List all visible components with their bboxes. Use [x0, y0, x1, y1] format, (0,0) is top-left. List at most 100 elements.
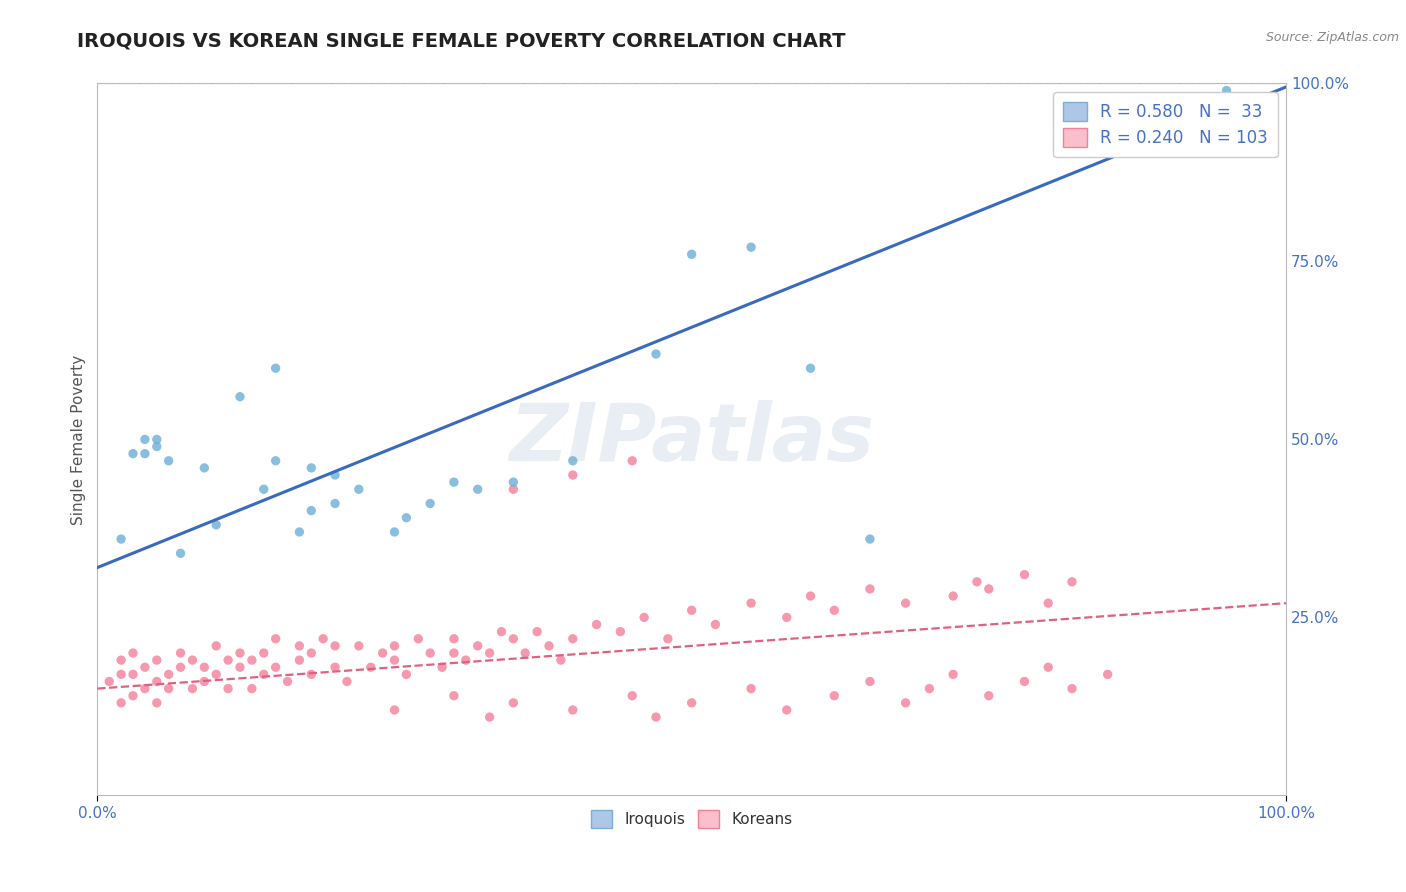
Point: [98, 674, 121, 689]
Point: [299, 503, 322, 517]
Point: [122, 689, 145, 703]
Point: [859, 532, 882, 546]
Point: [253, 482, 276, 496]
Point: [681, 696, 703, 710]
Point: [681, 247, 703, 261]
Point: [229, 660, 252, 674]
Point: [146, 433, 169, 447]
Point: [419, 496, 441, 510]
Point: [633, 610, 655, 624]
Point: [502, 696, 524, 710]
Point: [157, 454, 180, 468]
Point: [550, 653, 572, 667]
Point: [134, 660, 156, 674]
Point: [1060, 681, 1083, 696]
Point: [323, 468, 346, 483]
Point: [157, 667, 180, 681]
Point: [217, 653, 239, 667]
Point: [561, 632, 583, 646]
Y-axis label: Single Female Poverty: Single Female Poverty: [72, 354, 86, 524]
Point: [299, 461, 322, 475]
Point: [645, 710, 668, 724]
Point: [609, 624, 631, 639]
Point: [526, 624, 548, 639]
Point: [740, 681, 762, 696]
Point: [169, 546, 191, 560]
Point: [323, 639, 346, 653]
Point: [419, 646, 441, 660]
Point: [205, 667, 228, 681]
Point: [561, 454, 583, 468]
Point: [122, 667, 145, 681]
Legend: Iroquois, Koreans: Iroquois, Koreans: [585, 805, 799, 834]
Point: [1097, 667, 1119, 681]
Point: [1014, 674, 1036, 689]
Point: [181, 681, 204, 696]
Point: [336, 674, 359, 689]
Point: [894, 596, 917, 610]
Point: [561, 468, 583, 483]
Point: [205, 517, 228, 532]
Point: [288, 524, 311, 539]
Point: [240, 653, 263, 667]
Point: [110, 653, 132, 667]
Point: [585, 617, 607, 632]
Point: [299, 667, 322, 681]
Point: [134, 447, 156, 461]
Point: [146, 674, 169, 689]
Point: [229, 390, 252, 404]
Point: [360, 660, 382, 674]
Point: [253, 667, 276, 681]
Point: [277, 674, 299, 689]
Point: [122, 447, 145, 461]
Point: [323, 660, 346, 674]
Point: [384, 703, 406, 717]
Point: [859, 582, 882, 596]
Point: [502, 632, 524, 646]
Point: [312, 632, 335, 646]
Point: [217, 681, 239, 696]
Point: [478, 710, 501, 724]
Point: [384, 653, 406, 667]
Point: [454, 653, 477, 667]
Point: [157, 681, 180, 696]
Point: [1060, 574, 1083, 589]
Point: [169, 660, 191, 674]
Point: [347, 639, 370, 653]
Point: [264, 361, 287, 376]
Point: [740, 240, 762, 254]
Point: [467, 482, 489, 496]
Point: [181, 653, 204, 667]
Point: [253, 646, 276, 660]
Point: [502, 482, 524, 496]
Point: [110, 667, 132, 681]
Point: [443, 646, 465, 660]
Point: [240, 681, 263, 696]
Point: [264, 660, 287, 674]
Point: [966, 574, 988, 589]
Point: [384, 524, 406, 539]
Point: [229, 646, 252, 660]
Point: [799, 361, 821, 376]
Point: [264, 632, 287, 646]
Point: [193, 461, 215, 475]
Point: [740, 596, 762, 610]
Point: [193, 674, 215, 689]
Point: [1215, 84, 1237, 98]
Point: [264, 454, 287, 468]
Point: [371, 646, 394, 660]
Point: [1038, 660, 1060, 674]
Point: [977, 689, 1000, 703]
Point: [918, 681, 941, 696]
Point: [942, 667, 965, 681]
Point: [1038, 596, 1060, 610]
Point: [134, 433, 156, 447]
Point: [942, 589, 965, 603]
Point: [430, 660, 453, 674]
Point: [1014, 567, 1036, 582]
Point: [443, 689, 465, 703]
Point: [704, 617, 727, 632]
Point: [515, 646, 537, 660]
Point: [288, 639, 311, 653]
Point: [288, 653, 311, 667]
